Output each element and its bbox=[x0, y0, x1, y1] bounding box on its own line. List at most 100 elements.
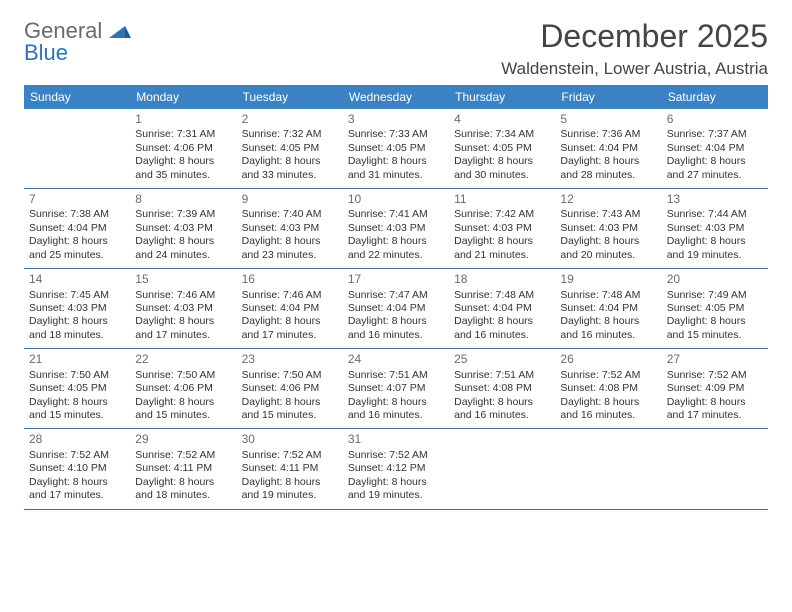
day-sunset: Sunset: 4:03 PM bbox=[135, 302, 231, 315]
day-cell: 6Sunrise: 7:37 AMSunset: 4:04 PMDaylight… bbox=[662, 109, 768, 188]
day-cell: 5Sunrise: 7:36 AMSunset: 4:04 PMDaylight… bbox=[555, 109, 661, 188]
day-day2: and 15 minutes. bbox=[29, 409, 125, 422]
logo-triangle-icon bbox=[109, 25, 131, 42]
day-day1: Daylight: 8 hours bbox=[29, 235, 125, 248]
day-day1: Daylight: 8 hours bbox=[667, 396, 763, 409]
day-sunrise: Sunrise: 7:40 AM bbox=[242, 208, 338, 221]
day-number: 28 bbox=[29, 432, 125, 447]
day-day1: Daylight: 8 hours bbox=[560, 396, 656, 409]
day-number: 9 bbox=[242, 192, 338, 207]
day-number: 22 bbox=[135, 352, 231, 367]
day-cell: 4Sunrise: 7:34 AMSunset: 4:05 PMDaylight… bbox=[449, 109, 555, 188]
day-number: 26 bbox=[560, 352, 656, 367]
day-number: 15 bbox=[135, 272, 231, 287]
day-sunset: Sunset: 4:04 PM bbox=[242, 302, 338, 315]
day-sunrise: Sunrise: 7:51 AM bbox=[348, 369, 444, 382]
day-day2: and 17 minutes. bbox=[135, 329, 231, 342]
day-cell: 24Sunrise: 7:51 AMSunset: 4:07 PMDayligh… bbox=[343, 349, 449, 428]
day-cell: 10Sunrise: 7:41 AMSunset: 4:03 PMDayligh… bbox=[343, 189, 449, 268]
day-day1: Daylight: 8 hours bbox=[348, 155, 444, 168]
day-day2: and 35 minutes. bbox=[135, 169, 231, 182]
day-sunrise: Sunrise: 7:52 AM bbox=[29, 449, 125, 462]
day-day1: Daylight: 8 hours bbox=[135, 235, 231, 248]
day-number: 17 bbox=[348, 272, 444, 287]
day-day2: and 19 minutes. bbox=[242, 489, 338, 502]
day-number: 30 bbox=[242, 432, 338, 447]
day-sunrise: Sunrise: 7:41 AM bbox=[348, 208, 444, 221]
day-sunrise: Sunrise: 7:49 AM bbox=[667, 289, 763, 302]
day-sunset: Sunset: 4:08 PM bbox=[560, 382, 656, 395]
day-cell: 7Sunrise: 7:38 AMSunset: 4:04 PMDaylight… bbox=[24, 189, 130, 268]
day-day1: Daylight: 8 hours bbox=[135, 476, 231, 489]
weekday-header: Saturday bbox=[662, 85, 768, 109]
day-day1: Daylight: 8 hours bbox=[135, 155, 231, 168]
day-sunrise: Sunrise: 7:44 AM bbox=[667, 208, 763, 221]
day-sunset: Sunset: 4:06 PM bbox=[135, 142, 231, 155]
day-sunset: Sunset: 4:05 PM bbox=[454, 142, 550, 155]
day-number: 13 bbox=[667, 192, 763, 207]
day-day2: and 16 minutes. bbox=[560, 409, 656, 422]
week-row: 14Sunrise: 7:45 AMSunset: 4:03 PMDayligh… bbox=[24, 269, 768, 349]
week-row: 7Sunrise: 7:38 AMSunset: 4:04 PMDaylight… bbox=[24, 189, 768, 269]
day-cell: 28Sunrise: 7:52 AMSunset: 4:10 PMDayligh… bbox=[24, 429, 130, 508]
day-sunrise: Sunrise: 7:46 AM bbox=[242, 289, 338, 302]
day-cell-empty bbox=[555, 429, 661, 508]
day-cell: 27Sunrise: 7:52 AMSunset: 4:09 PMDayligh… bbox=[662, 349, 768, 428]
day-number: 19 bbox=[560, 272, 656, 287]
week-row: 21Sunrise: 7:50 AMSunset: 4:05 PMDayligh… bbox=[24, 349, 768, 429]
day-sunset: Sunset: 4:12 PM bbox=[348, 462, 444, 475]
day-sunset: Sunset: 4:03 PM bbox=[454, 222, 550, 235]
day-day1: Daylight: 8 hours bbox=[560, 155, 656, 168]
day-day2: and 15 minutes. bbox=[242, 409, 338, 422]
weekday-header: Sunday bbox=[24, 85, 130, 109]
day-sunrise: Sunrise: 7:39 AM bbox=[135, 208, 231, 221]
day-sunset: Sunset: 4:04 PM bbox=[560, 302, 656, 315]
day-cell: 1Sunrise: 7:31 AMSunset: 4:06 PMDaylight… bbox=[130, 109, 236, 188]
weekday-header-row: SundayMondayTuesdayWednesdayThursdayFrid… bbox=[24, 85, 768, 109]
day-sunset: Sunset: 4:03 PM bbox=[242, 222, 338, 235]
day-day2: and 18 minutes. bbox=[135, 489, 231, 502]
day-sunrise: Sunrise: 7:42 AM bbox=[454, 208, 550, 221]
week-row: 28Sunrise: 7:52 AMSunset: 4:10 PMDayligh… bbox=[24, 429, 768, 509]
day-number: 16 bbox=[242, 272, 338, 287]
day-number: 11 bbox=[454, 192, 550, 207]
day-day1: Daylight: 8 hours bbox=[560, 315, 656, 328]
day-day1: Daylight: 8 hours bbox=[242, 476, 338, 489]
day-day2: and 16 minutes. bbox=[454, 329, 550, 342]
day-number: 25 bbox=[454, 352, 550, 367]
month-title: December 2025 bbox=[501, 18, 768, 55]
day-sunrise: Sunrise: 7:45 AM bbox=[29, 289, 125, 302]
day-number: 12 bbox=[560, 192, 656, 207]
day-cell-empty bbox=[662, 429, 768, 508]
day-number: 23 bbox=[242, 352, 338, 367]
day-day1: Daylight: 8 hours bbox=[348, 396, 444, 409]
day-cell: 26Sunrise: 7:52 AMSunset: 4:08 PMDayligh… bbox=[555, 349, 661, 428]
day-day1: Daylight: 8 hours bbox=[242, 315, 338, 328]
day-cell: 31Sunrise: 7:52 AMSunset: 4:12 PMDayligh… bbox=[343, 429, 449, 508]
day-sunrise: Sunrise: 7:31 AM bbox=[135, 128, 231, 141]
day-sunset: Sunset: 4:03 PM bbox=[560, 222, 656, 235]
logo: General Blue bbox=[24, 18, 131, 66]
day-day1: Daylight: 8 hours bbox=[29, 476, 125, 489]
day-day2: and 16 minutes. bbox=[348, 329, 444, 342]
day-day2: and 16 minutes. bbox=[454, 409, 550, 422]
day-number: 10 bbox=[348, 192, 444, 207]
day-sunset: Sunset: 4:04 PM bbox=[454, 302, 550, 315]
day-day1: Daylight: 8 hours bbox=[348, 235, 444, 248]
day-sunrise: Sunrise: 7:50 AM bbox=[135, 369, 231, 382]
day-cell: 12Sunrise: 7:43 AMSunset: 4:03 PMDayligh… bbox=[555, 189, 661, 268]
day-number: 21 bbox=[29, 352, 125, 367]
day-day1: Daylight: 8 hours bbox=[667, 315, 763, 328]
weekday-header: Thursday bbox=[449, 85, 555, 109]
logo-text: General Blue bbox=[24, 18, 131, 66]
day-number: 24 bbox=[348, 352, 444, 367]
day-number: 29 bbox=[135, 432, 231, 447]
day-cell-empty bbox=[449, 429, 555, 508]
day-sunset: Sunset: 4:03 PM bbox=[135, 222, 231, 235]
day-sunset: Sunset: 4:05 PM bbox=[667, 302, 763, 315]
day-day1: Daylight: 8 hours bbox=[454, 235, 550, 248]
day-cell: 29Sunrise: 7:52 AMSunset: 4:11 PMDayligh… bbox=[130, 429, 236, 508]
day-day1: Daylight: 8 hours bbox=[560, 235, 656, 248]
day-number: 1 bbox=[135, 112, 231, 127]
day-sunset: Sunset: 4:08 PM bbox=[454, 382, 550, 395]
